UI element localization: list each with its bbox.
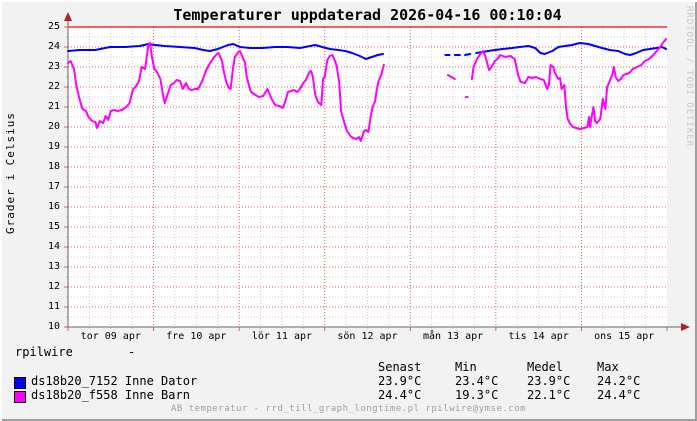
y-tick-label: 16 bbox=[47, 201, 60, 212]
column-header-medel: Medel bbox=[527, 360, 564, 374]
y-tick-label: 17 bbox=[47, 181, 60, 192]
x-tick-label: tis 14 apr bbox=[508, 331, 569, 342]
comment-dash: - bbox=[128, 345, 136, 359]
series-label-barn: ds18b20_f558 Inne Barn bbox=[31, 388, 190, 402]
column-header-senast: Senast bbox=[378, 360, 422, 374]
y-tick-label: 12 bbox=[47, 281, 60, 292]
y-tick-label: 13 bbox=[47, 261, 60, 272]
x-tick-label: tor 09 apr bbox=[80, 331, 141, 342]
dator-senast: 23.9°C bbox=[378, 374, 422, 388]
column-header-min: Min bbox=[455, 360, 477, 374]
column-header-max: Max bbox=[597, 360, 619, 374]
barn-min: 19.3°C bbox=[455, 388, 499, 402]
y-tick-label: 19 bbox=[47, 141, 60, 152]
y-tick-label: 22 bbox=[47, 81, 60, 92]
barn-max: 24.4°C bbox=[597, 388, 641, 402]
dator-min: 23.4°C bbox=[455, 374, 499, 388]
comment-hostname: rpilwire bbox=[15, 345, 73, 359]
series-label-dator: ds18b20_7152 Inne Dator bbox=[31, 374, 198, 388]
x-tick-label: lör 11 apr bbox=[251, 331, 313, 342]
y-tick-label: 20 bbox=[47, 121, 60, 132]
y-tick-label: 11 bbox=[47, 301, 60, 312]
barn-medel: 22.1°C bbox=[527, 388, 571, 402]
y-tick-label: 24 bbox=[47, 41, 60, 52]
rrdtool-watermark: RRDTOOL / TOBI OETIKER bbox=[684, 6, 694, 148]
y-tick-label: 25 bbox=[47, 21, 60, 32]
y-axis-label: Grader i Celsius bbox=[4, 112, 17, 234]
dator-max: 24.2°C bbox=[597, 374, 641, 388]
x-tick-label: ons 15 apr bbox=[594, 331, 655, 342]
y-tick-label: 10 bbox=[47, 321, 60, 332]
y-tick-label: 23 bbox=[47, 61, 60, 72]
barn-senast: 24.4°C bbox=[378, 388, 422, 402]
y-tick-label: 14 bbox=[47, 241, 60, 252]
x-tick-label: fre 10 apr bbox=[166, 331, 227, 342]
y-tick-label: 15 bbox=[47, 221, 60, 232]
footer-credit: AB temperatur - rrd_till_graph_longtime.… bbox=[170, 404, 527, 414]
y-tick-label: 18 bbox=[47, 161, 60, 172]
dator-medel: 23.9°C bbox=[527, 374, 571, 388]
page-title: Temperaturer uppdaterad 2026-04-16 00:10… bbox=[173, 6, 562, 24]
temperature-chart bbox=[64, 12, 690, 331]
x-tick-label: sön 12 apr bbox=[337, 331, 398, 342]
y-tick-label: 21 bbox=[47, 101, 60, 112]
x-tick-label: mån 13 apr bbox=[422, 331, 484, 342]
series-color-swatch-barn bbox=[14, 391, 26, 403]
series-color-swatch-dator bbox=[14, 377, 26, 389]
